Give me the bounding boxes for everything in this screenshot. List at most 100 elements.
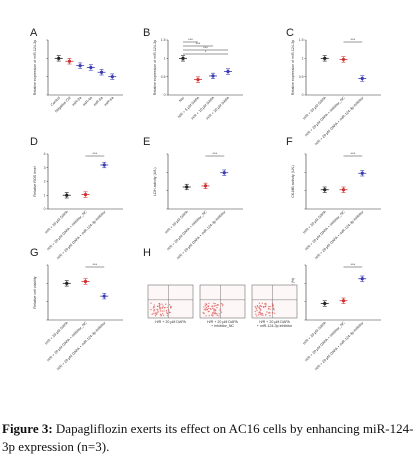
data-point xyxy=(341,188,346,192)
flow-dot xyxy=(265,314,267,316)
flow-dot xyxy=(163,310,165,312)
flow-dot xyxy=(264,305,267,308)
flow-dot xyxy=(213,302,215,305)
flow-dot xyxy=(213,311,215,313)
flow-dot xyxy=(152,307,155,309)
flow-dot xyxy=(262,314,264,316)
flow-dot xyxy=(153,306,156,308)
y-axis-label: Relative ROS level xyxy=(33,166,37,196)
figure-caption: Figure 3: Dapagliflozin exerts its effec… xyxy=(2,420,416,456)
y-tick-label: 1 xyxy=(302,57,304,61)
y-tick-label: 0 xyxy=(164,93,166,97)
flow-dot xyxy=(159,310,162,312)
flow-dot xyxy=(214,308,216,311)
y-axis-label: Relative expression of miR-124-3p xyxy=(33,40,37,95)
flow-dot xyxy=(154,312,157,314)
flow-dot xyxy=(256,304,259,307)
flow-dot xyxy=(268,305,270,308)
y-tick-label: 1.5 xyxy=(299,38,304,42)
panel-label: H xyxy=(143,247,151,259)
flow-dot xyxy=(261,312,263,315)
flow-dot xyxy=(165,309,168,312)
data-point xyxy=(185,185,189,189)
panel-label: G xyxy=(30,247,39,259)
flow-dot xyxy=(265,303,267,305)
flow-dot xyxy=(161,307,163,309)
panel-label: D xyxy=(30,136,38,148)
flow-dot xyxy=(212,307,214,310)
flow-dot xyxy=(254,305,256,308)
flow-dot xyxy=(220,311,223,313)
data-point xyxy=(211,74,215,78)
flow-dot xyxy=(212,315,214,317)
panel-f: FCK-MB activity (U/L)H/R + 20 μM DAPAH/R… xyxy=(286,136,381,260)
data-point xyxy=(323,188,327,192)
significance-label: *** xyxy=(203,45,208,50)
flow-dot xyxy=(206,308,208,310)
flow-dot xyxy=(273,312,276,315)
flow-dot xyxy=(213,305,215,307)
flow-plot-label: H/R + 20 μM DAPA xyxy=(155,320,186,324)
flow-dot xyxy=(259,309,262,311)
flow-dot xyxy=(165,311,168,313)
flow-plot: H/R + 20 μM DAPA+ miR-124-3p inhibitor xyxy=(251,284,298,328)
flow-dot xyxy=(161,310,164,312)
flow-dot xyxy=(203,306,205,308)
flow-dot xyxy=(268,312,271,314)
flow-dot xyxy=(156,311,158,313)
flow-dot xyxy=(159,307,161,309)
data-point xyxy=(102,294,106,298)
flow-dot xyxy=(205,309,207,311)
flow-dot xyxy=(259,304,261,307)
data-point xyxy=(341,57,346,62)
flow-dot xyxy=(212,312,214,314)
flow-dot xyxy=(269,308,271,311)
flow-dot xyxy=(216,313,218,315)
flow-dot xyxy=(269,305,271,308)
flow-dot xyxy=(203,308,206,311)
flow-dot xyxy=(169,311,171,314)
data-point xyxy=(341,299,346,303)
panel-label: B xyxy=(143,27,150,39)
flow-dot xyxy=(257,314,260,316)
flow-dot xyxy=(205,306,208,309)
flow-dot xyxy=(269,314,271,317)
y-tick-label: 1.5 xyxy=(161,38,166,42)
caption-label: Figure 3: xyxy=(2,421,53,436)
significance-label: *** xyxy=(351,37,356,42)
significance-label: *** xyxy=(93,151,98,156)
data-point xyxy=(65,193,69,197)
flow-dot xyxy=(152,312,155,315)
flow-dot xyxy=(156,305,159,308)
panel-label: F xyxy=(286,136,293,148)
y-tick-label: 2 xyxy=(44,180,46,184)
category-label: miR-3a xyxy=(71,96,82,107)
flow-dot xyxy=(153,304,155,306)
y-axis-label: CK-MB activity (U/L) xyxy=(291,165,295,198)
significance-label: *** xyxy=(213,151,218,156)
flow-dot xyxy=(214,304,216,307)
flow-plot-label: + miR-124-3p inhibitor xyxy=(257,324,293,328)
flow-dot xyxy=(211,305,213,308)
data-point xyxy=(83,279,88,284)
flow-plot-label: + Inhibitor_NC xyxy=(211,324,234,328)
flow-dot xyxy=(205,303,208,305)
flow-dot xyxy=(162,305,164,307)
flow-dot xyxy=(166,313,168,315)
data-point xyxy=(203,184,208,188)
y-axis-label: Relative expression of miR-124-3p xyxy=(153,40,157,95)
flow-dot xyxy=(170,307,172,309)
flow-dot xyxy=(203,312,205,315)
flow-dot xyxy=(258,302,261,304)
flow-plot: H/R + 20 μM DAPA+ Inhibitor_NC xyxy=(199,284,246,328)
flow-dot xyxy=(158,306,161,308)
flow-dot xyxy=(156,313,158,316)
caption-text: Dapagliflozin exerts its effect on AC16 … xyxy=(2,421,414,454)
